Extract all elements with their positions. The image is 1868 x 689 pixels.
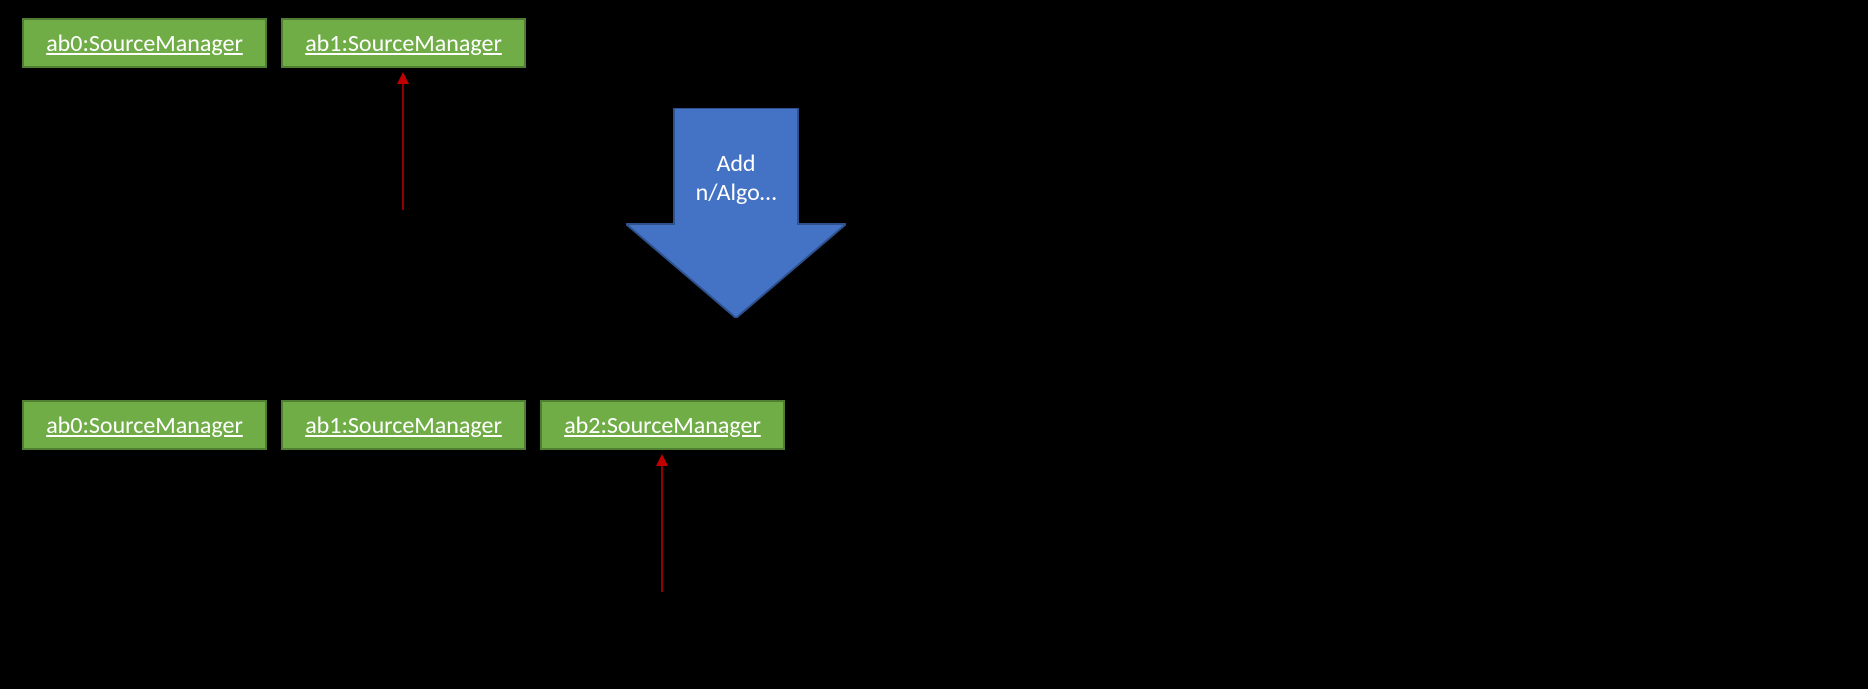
uml-object-box: ab0:SourceManager bbox=[22, 18, 267, 68]
uml-object-box: ab0:SourceManager bbox=[22, 400, 267, 450]
add-step-arrow bbox=[626, 108, 846, 318]
pointer-arrow-top bbox=[393, 68, 413, 218]
uml-object-box: ab1:SourceManager bbox=[281, 18, 526, 68]
uml-object-box: ab1:SourceManager bbox=[281, 400, 526, 450]
pointer-arrow-bottom bbox=[652, 450, 672, 600]
uml-object-box: ab2:SourceManager bbox=[540, 400, 785, 450]
